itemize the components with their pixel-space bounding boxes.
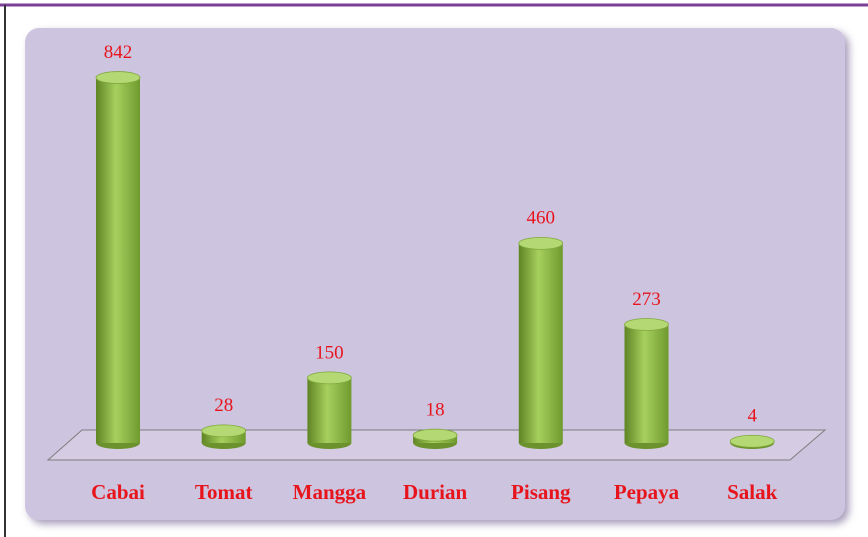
x-tick-label: Salak	[727, 480, 778, 504]
value-label: 4	[747, 406, 757, 427]
value-label: 150	[315, 342, 344, 363]
value-label: 18	[426, 400, 445, 421]
bar-top	[729, 434, 775, 448]
value-label: 28	[214, 395, 233, 416]
value-label: 460	[527, 208, 556, 229]
bar-body	[624, 324, 669, 443]
x-tick-label: Mangga	[293, 480, 367, 504]
value-label: 273	[632, 289, 661, 310]
bar-body	[96, 77, 140, 444]
bar	[201, 424, 247, 449]
bar	[518, 236, 564, 449]
bars	[95, 71, 775, 449]
bar-top	[624, 318, 669, 331]
x-tick-label: Cabai	[91, 480, 145, 504]
bar	[306, 371, 352, 449]
bar-body	[307, 377, 352, 443]
x-tick-label: Durian	[403, 480, 468, 504]
bar-top	[95, 71, 141, 84]
bar	[95, 71, 141, 449]
x-tick-label: Pepaya	[614, 480, 680, 504]
bar-body	[518, 243, 563, 443]
x-tick-label: Tomat	[195, 480, 253, 504]
x-tick-label: Pisang	[511, 480, 571, 504]
value-label: 842	[104, 42, 133, 63]
bar-top	[201, 424, 247, 438]
bar	[624, 318, 669, 449]
bar-top	[518, 236, 564, 250]
bar	[412, 428, 458, 449]
bar-top	[306, 371, 352, 385]
bar	[729, 434, 775, 449]
bar-top	[412, 428, 458, 442]
